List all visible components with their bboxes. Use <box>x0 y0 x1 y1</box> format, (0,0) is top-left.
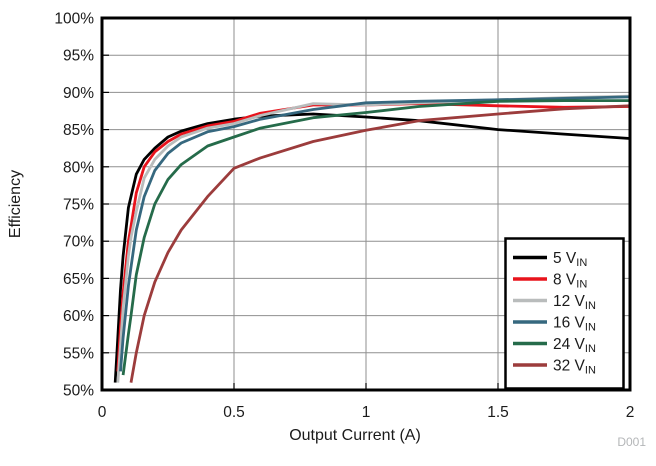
y-tick-label: 90% <box>63 85 94 102</box>
x-tick-label: 0.5 <box>223 404 245 421</box>
y-tick-label: 70% <box>63 234 94 251</box>
curve-5-vin <box>113 112 631 383</box>
x-axis-title: Output Current (A) <box>289 427 421 444</box>
y-tick-label: 80% <box>63 159 94 176</box>
legend: 5 VIN 8 VIN 12 VIN 16 VIN 24 VIN 32 VIN <box>504 237 625 390</box>
y-tick-label: 60% <box>63 308 94 325</box>
legend-item: 24 VIN <box>513 336 596 355</box>
y-axis-title: Efficiency <box>7 170 24 238</box>
plot-watermark: D001 <box>617 435 646 449</box>
ticks-layer: 50% 55% 60% 65% 70% 75% 80% 85% 90% 95% 100% 0 0.5 1 1… <box>54 11 634 422</box>
legend-item: 16 VIN <box>513 315 596 334</box>
legend-label: 8 VIN <box>553 272 587 291</box>
curve-12-vin <box>116 94 631 383</box>
legend-item: 8 VIN <box>513 272 587 291</box>
y-tick-label: 55% <box>63 345 94 362</box>
legend-item: 32 VIN <box>513 358 596 377</box>
curve-32-vin <box>129 104 631 383</box>
legend-label: 32 VIN <box>553 358 596 377</box>
x-tick-label: 0 <box>98 404 107 421</box>
labels-layer: Output Current (A) Efficiency D001 <box>7 170 646 449</box>
legend-label: 16 VIN <box>553 315 596 334</box>
legend-label: 5 VIN <box>553 250 587 269</box>
legend-label: 24 VIN <box>553 336 596 355</box>
y-tick-label: 75% <box>63 197 94 214</box>
x-tick-label: 1.5 <box>487 404 509 421</box>
legend-item: 5 VIN <box>513 250 587 269</box>
curves-layer <box>113 94 631 383</box>
curve-24-vin <box>121 99 630 376</box>
legend-label: 12 VIN <box>553 293 596 312</box>
y-tick-label: 65% <box>63 271 94 288</box>
y-tick-label: 50% <box>63 383 94 400</box>
x-tick-label: 1 <box>362 404 371 421</box>
curve-16-vin <box>119 95 631 372</box>
y-tick-label: 100% <box>54 11 94 28</box>
y-tick-label: 95% <box>63 48 94 65</box>
legend-item: 12 VIN <box>513 293 596 312</box>
y-tick-label: 85% <box>63 122 94 139</box>
x-tick-label: 2 <box>626 404 635 421</box>
